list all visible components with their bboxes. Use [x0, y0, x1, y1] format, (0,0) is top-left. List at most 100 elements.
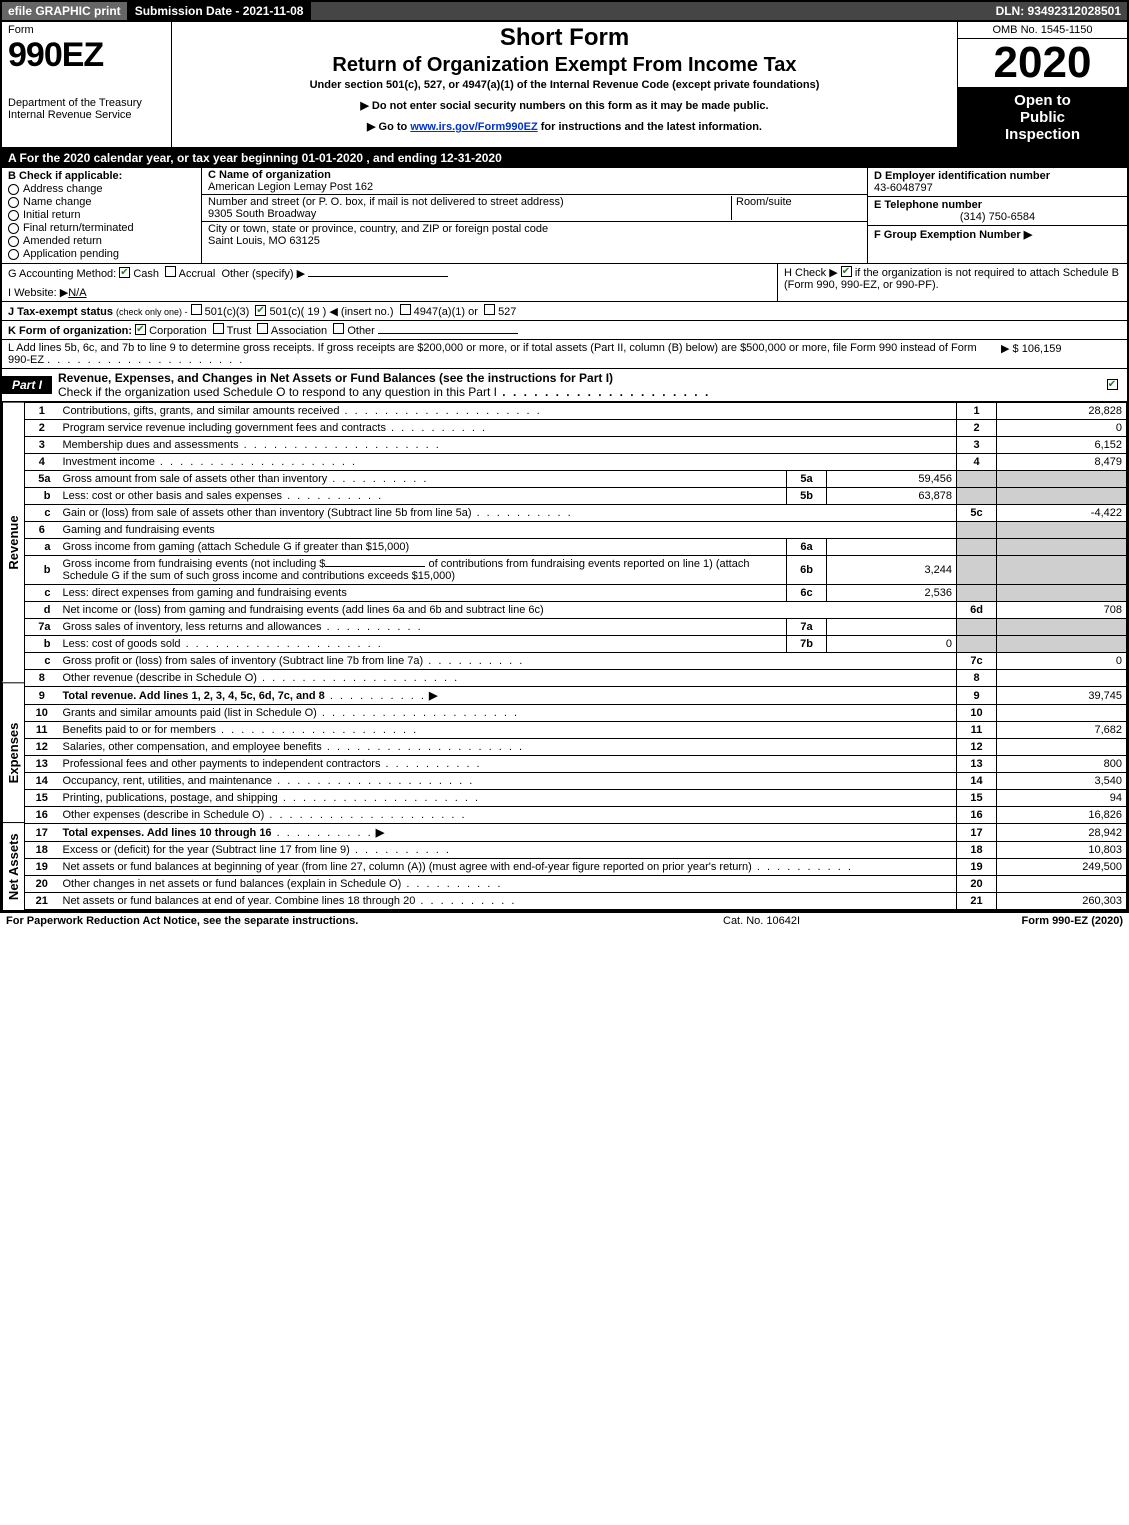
line-no: a — [25, 539, 59, 556]
omb-number: OMB No. 1545-1150 — [958, 22, 1127, 39]
section-g: G Accounting Method: Cash Accrual Other … — [2, 264, 777, 301]
col-num: 2 — [957, 420, 997, 437]
goto-instruction: ▶ Go to www.irs.gov/Form990EZ for instru… — [178, 120, 951, 133]
opt-other: Other (specify) ▶ — [221, 268, 305, 280]
section-h: H Check ▶ if the organization is not req… — [777, 264, 1127, 301]
line-no: 16 — [25, 807, 59, 824]
checkbox-501c[interactable] — [255, 305, 266, 316]
line-no: 1 — [25, 403, 59, 420]
table-row: 7aGross sales of inventory, less returns… — [25, 619, 1127, 636]
line-no: 17 — [25, 824, 59, 842]
open-public-block: Open to Public Inspection — [958, 88, 1127, 147]
checkbox-association[interactable] — [257, 323, 268, 334]
line-desc: Gross amount from sale of assets other t… — [59, 471, 787, 488]
line-desc: Professional fees and other payments to … — [59, 756, 957, 773]
col-val: 8,479 — [997, 454, 1127, 471]
website-label: I Website: ▶ — [8, 287, 68, 299]
dln-label: DLN: 93492312028501 — [990, 2, 1127, 20]
footer-right-post: (2020) — [1088, 915, 1123, 927]
open-public-2: Public — [960, 109, 1125, 126]
line-no: 8 — [25, 670, 59, 687]
form-number: 990EZ — [8, 36, 165, 75]
side-netassets: Net Assets — [2, 822, 24, 910]
checkbox-amended-return[interactable] — [8, 236, 19, 247]
table-row: 17Total expenses. Add lines 10 through 1… — [25, 824, 1127, 842]
form-990ez: efile GRAPHIC print Submission Date - 20… — [0, 0, 1129, 912]
tax-exempt-sub: (check only one) - — [116, 307, 188, 317]
checkbox-trust[interactable] — [213, 323, 224, 334]
irs-link[interactable]: www.irs.gov/Form990EZ — [410, 121, 537, 133]
col-num: 7c — [957, 653, 997, 670]
inner-num: 5a — [787, 471, 827, 488]
addr-label: Number and street (or P. O. box, if mail… — [208, 196, 731, 208]
line-no: 13 — [25, 756, 59, 773]
line-desc: Gaming and fundraising events — [59, 522, 957, 539]
city-value: Saint Louis, MO 63125 — [208, 235, 861, 247]
line-desc: Membership dues and assessments — [59, 437, 957, 454]
other-org-input[interactable] — [378, 333, 518, 334]
header-right: OMB No. 1545-1150 2020 Open to Public In… — [957, 22, 1127, 147]
col-val: 94 — [997, 790, 1127, 807]
col-val: 708 — [997, 602, 1127, 619]
short-form-title: Short Form — [178, 24, 951, 52]
checkbox-initial-return[interactable] — [8, 210, 19, 221]
grey-cell — [997, 636, 1127, 653]
room-suite-label: Room/suite — [731, 196, 861, 220]
line-no: 10 — [25, 705, 59, 722]
checkbox-final-return[interactable] — [8, 223, 19, 234]
top-spacer — [311, 2, 989, 20]
grey-cell — [957, 539, 997, 556]
checkbox-527[interactable] — [484, 304, 495, 315]
table-row: dNet income or (loss) from gaming and fu… — [25, 602, 1127, 619]
opt-accrual: Accrual — [179, 268, 216, 280]
table-row: 6Gaming and fundraising events — [25, 522, 1127, 539]
inner-val: 63,878 — [827, 488, 957, 505]
fundraising-amount-input[interactable] — [325, 566, 425, 567]
line-desc: Gross income from gaming (attach Schedul… — [59, 539, 787, 556]
checkbox-name-change[interactable] — [8, 197, 19, 208]
checkbox-corporation[interactable] — [135, 324, 146, 335]
irs-label: Internal Revenue Service — [8, 109, 165, 121]
line-desc: Printing, publications, postage, and shi… — [59, 790, 957, 807]
line-desc: Gross income from fundraising events (no… — [59, 556, 787, 585]
other-specify-input[interactable] — [308, 276, 448, 277]
checkbox-part1-scho[interactable] — [1107, 379, 1118, 390]
table-row: 5aGross amount from sale of assets other… — [25, 471, 1127, 488]
checkbox-application-pending[interactable] — [8, 249, 19, 260]
col-num: 17 — [957, 824, 997, 842]
line-no: b — [25, 636, 59, 653]
line-no: 18 — [25, 842, 59, 859]
line-desc: Net income or (loss) from gaming and fun… — [59, 602, 957, 619]
checkbox-other-org[interactable] — [333, 323, 344, 334]
line-no: 5a — [25, 471, 59, 488]
tax-exempt-label: J Tax-exempt status — [8, 306, 113, 318]
checkbox-accrual[interactable] — [165, 266, 176, 277]
header-center: Short Form Return of Organization Exempt… — [172, 22, 957, 147]
line-desc: Total revenue. Add lines 1, 2, 3, 4, 5c,… — [59, 687, 957, 705]
opt-527: 527 — [498, 306, 516, 318]
col-num: 10 — [957, 705, 997, 722]
col-val: -4,422 — [997, 505, 1127, 522]
checkbox-h[interactable] — [841, 266, 852, 277]
checkbox-501c3[interactable] — [191, 304, 202, 315]
line-no: b — [25, 488, 59, 505]
line-no: c — [25, 505, 59, 522]
period-strip: A For the 2020 calendar year, or tax yea… — [2, 149, 1127, 168]
line-desc: Other changes in net assets or fund bala… — [59, 876, 957, 893]
checkbox-address-change[interactable] — [8, 184, 19, 195]
line-desc: Benefits paid to or for members — [59, 722, 957, 739]
col-num: 4 — [957, 454, 997, 471]
footer-right-bold: 990-EZ — [1052, 915, 1088, 927]
col-val: 28,942 — [997, 824, 1127, 842]
accounting-method-label: G Accounting Method: — [8, 268, 116, 280]
line-desc: Less: cost or other basis and sales expe… — [59, 488, 787, 505]
section-b: B Check if applicable: Address change Na… — [2, 168, 202, 263]
inner-val: 3,244 — [827, 556, 957, 585]
opt-cash: Cash — [133, 268, 159, 280]
checkbox-4947[interactable] — [400, 304, 411, 315]
checkbox-cash[interactable] — [119, 267, 130, 278]
opt-name-change: Name change — [23, 196, 92, 208]
section-b-c-d: B Check if applicable: Address change Na… — [2, 168, 1127, 264]
col-num: 12 — [957, 739, 997, 756]
table-row: bGross income from fundraising events (n… — [25, 556, 1127, 585]
